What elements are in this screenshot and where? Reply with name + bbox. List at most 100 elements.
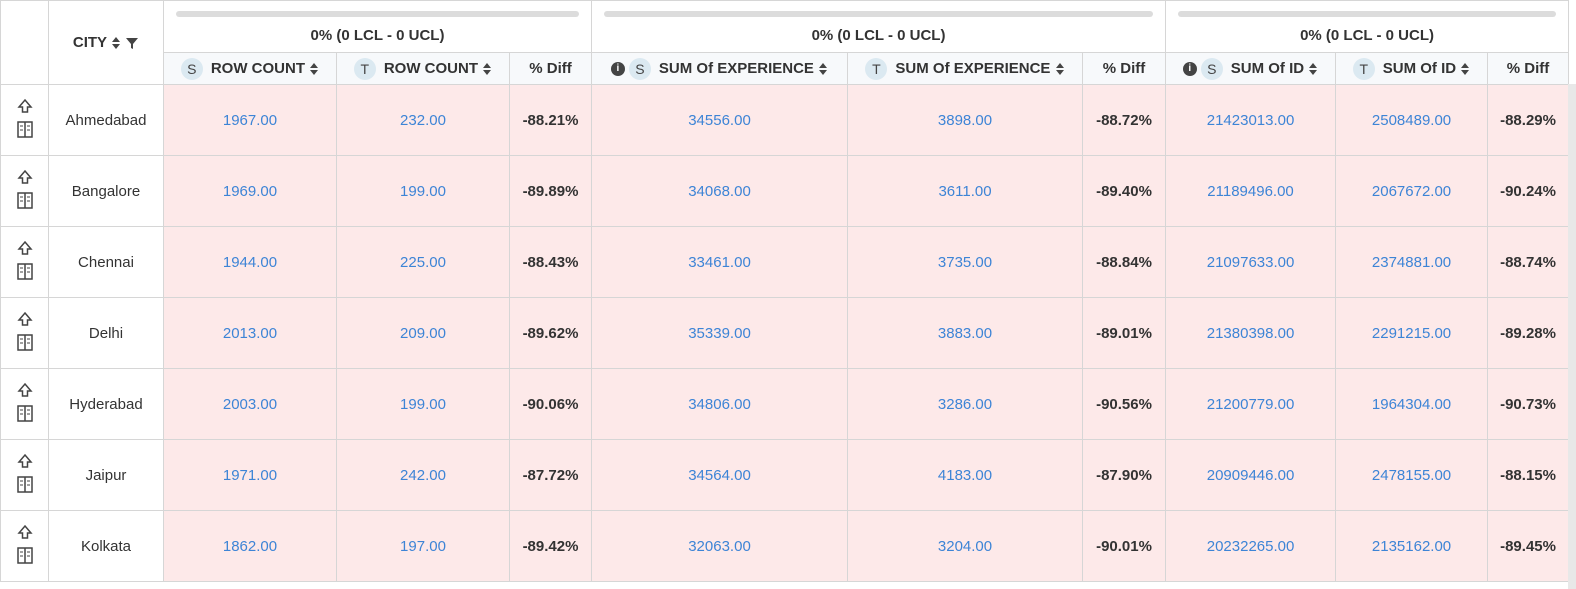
group-label: 0% (0 LCL - 0 UCL)	[811, 27, 946, 44]
table-row: Hyderabad 2003.00 199.00 -90.06% 34806.00 328…	[0, 368, 1570, 440]
value-cell[interactable]: 2508489.00	[1335, 84, 1489, 156]
value-cell[interactable]: 209.00	[336, 297, 510, 369]
value-cell[interactable]: 2067672.00	[1335, 155, 1489, 227]
diff-cell: -88.29%	[1487, 84, 1570, 156]
value-cell[interactable]: 32063.00	[591, 510, 849, 582]
value-cell[interactable]: 3883.00	[847, 297, 1084, 369]
column-header[interactable]: i S SUM Of EXPERIENCE	[591, 52, 849, 85]
row-actions	[0, 155, 49, 227]
group-header: 0% (0 LCL - 0 UCL)	[162, 0, 593, 53]
group-bar	[604, 11, 1154, 17]
value-cell[interactable]: 199.00	[336, 155, 510, 227]
city-header[interactable]: CITY	[48, 0, 164, 85]
group-header-row: CITY 0% (0 LCL - 0 UCL) 0% (0 LCL - 0 UCL…	[0, 0, 1570, 85]
table-row: Ahmedabad 1967.00 232.00 -88.21% 34556.00 389…	[0, 84, 1570, 156]
row-action-icons[interactable]	[15, 380, 35, 424]
sort-icon[interactable]	[1055, 62, 1065, 76]
value-cell[interactable]: 34806.00	[591, 368, 849, 440]
value-cell[interactable]: 21189496.00	[1165, 155, 1337, 227]
city-header-text: CITY	[72, 34, 107, 51]
row-action-icons[interactable]	[15, 96, 35, 140]
column-header[interactable]: S ROW COUNT	[163, 52, 337, 85]
value-cell[interactable]: 34556.00	[591, 84, 849, 156]
value-cell[interactable]: 20909446.00	[1165, 439, 1337, 511]
column-header[interactable]: % Diff	[1082, 52, 1167, 85]
sort-icon[interactable]	[1460, 62, 1470, 76]
row-actions	[0, 226, 49, 298]
sort-icon[interactable]	[111, 36, 121, 50]
group-label: 0% (0 LCL - 0 UCL)	[310, 27, 445, 44]
value-cell[interactable]: 3204.00	[847, 510, 1084, 582]
value-cell[interactable]: 4183.00	[847, 439, 1084, 511]
sort-icon[interactable]	[309, 62, 319, 76]
sort-icon[interactable]	[1308, 62, 1318, 76]
value-cell[interactable]: 2003.00	[163, 368, 337, 440]
diff-cell: -88.15%	[1487, 439, 1570, 511]
value-cell[interactable]: 21200779.00	[1165, 368, 1337, 440]
column-header[interactable]: i S SUM Of ID	[1165, 52, 1337, 85]
table-row: Kolkata 1862.00 197.00 -89.42% 32063.00 3204.…	[0, 510, 1570, 582]
value-cell[interactable]: 2291215.00	[1335, 297, 1489, 369]
value-cell[interactable]: 1964304.00	[1335, 368, 1489, 440]
value-cell[interactable]: 3611.00	[847, 155, 1084, 227]
value-cell[interactable]: 21380398.00	[1165, 297, 1337, 369]
value-cell[interactable]: 21423013.00	[1165, 84, 1337, 156]
value-cell[interactable]: 1862.00	[163, 510, 337, 582]
value-cell[interactable]: 242.00	[336, 439, 510, 511]
value-cell[interactable]: 33461.00	[591, 226, 849, 298]
value-cell[interactable]: 1967.00	[163, 84, 337, 156]
row-action-icons[interactable]	[15, 167, 35, 211]
column-header-row: S ROW COUNT T ROW COUNT % Diff i S SUM Of EXP…	[1, 52, 1570, 85]
scrollbar[interactable]	[1568, 84, 1576, 589]
source-badge: S	[628, 57, 651, 80]
sort-icon[interactable]	[482, 62, 492, 76]
diff-cell: -88.74%	[1487, 226, 1570, 298]
value-cell[interactable]: 225.00	[336, 226, 510, 298]
diff-cell: -89.42%	[508, 510, 593, 582]
value-cell[interactable]: 2478155.00	[1335, 439, 1489, 511]
row-action-icons[interactable]	[15, 238, 35, 282]
value-cell[interactable]: 1944.00	[163, 226, 337, 298]
value-cell[interactable]: 3898.00	[847, 84, 1084, 156]
value-cell[interactable]: 3286.00	[847, 368, 1084, 440]
column-header[interactable]: % Diff	[1487, 52, 1570, 85]
value-cell[interactable]: 2013.00	[163, 297, 337, 369]
diff-cell: -87.72%	[508, 439, 593, 511]
value-cell[interactable]: 199.00	[336, 368, 510, 440]
row-actions	[0, 297, 49, 369]
table-row: Chennai 1944.00 225.00 -88.43% 33461.00 3735.…	[0, 226, 1570, 298]
value-cell[interactable]: 34564.00	[591, 439, 849, 511]
value-cell[interactable]: 34068.00	[591, 155, 849, 227]
row-action-icons[interactable]	[15, 309, 35, 353]
sort-icon[interactable]	[818, 62, 828, 76]
source-badge: T	[865, 57, 888, 80]
city-cell: Delhi	[48, 297, 164, 369]
value-cell[interactable]: 3735.00	[847, 226, 1084, 298]
value-cell[interactable]: 21097633.00	[1165, 226, 1337, 298]
column-header[interactable]: T ROW COUNT	[336, 52, 510, 85]
table-row: Delhi 2013.00 209.00 -89.62% 35339.00 3883.00…	[0, 297, 1570, 369]
column-header[interactable]: % Diff	[508, 52, 593, 85]
table-body: Ahmedabad 1967.00 232.00 -88.21% 34556.00 389…	[0, 84, 1570, 582]
row-action-icons[interactable]	[15, 522, 35, 566]
city-cell: Ahmedabad	[48, 84, 164, 156]
column-header[interactable]: T SUM Of EXPERIENCE	[847, 52, 1084, 85]
filter-icon[interactable]	[125, 36, 139, 50]
value-cell[interactable]: 2374881.00	[1335, 226, 1489, 298]
value-cell[interactable]: 1969.00	[163, 155, 337, 227]
value-cell[interactable]: 20232265.00	[1165, 510, 1337, 582]
value-cell[interactable]: 35339.00	[591, 297, 849, 369]
value-cell[interactable]: 232.00	[336, 84, 510, 156]
corner-cell	[0, 0, 49, 85]
value-cell[interactable]: 197.00	[336, 510, 510, 582]
row-actions	[0, 439, 49, 511]
group-header: 0% (0 LCL - 0 UCL)	[591, 0, 1167, 53]
column-label: % Diff	[1102, 60, 1146, 77]
city-cell: Chennai	[48, 226, 164, 298]
column-header[interactable]: T SUM Of ID	[1335, 52, 1489, 85]
row-action-icons[interactable]	[15, 451, 35, 495]
diff-cell: -89.89%	[508, 155, 593, 227]
value-cell[interactable]: 2135162.00	[1335, 510, 1489, 582]
value-cell[interactable]: 1971.00	[163, 439, 337, 511]
info-icon: i	[1182, 61, 1197, 76]
